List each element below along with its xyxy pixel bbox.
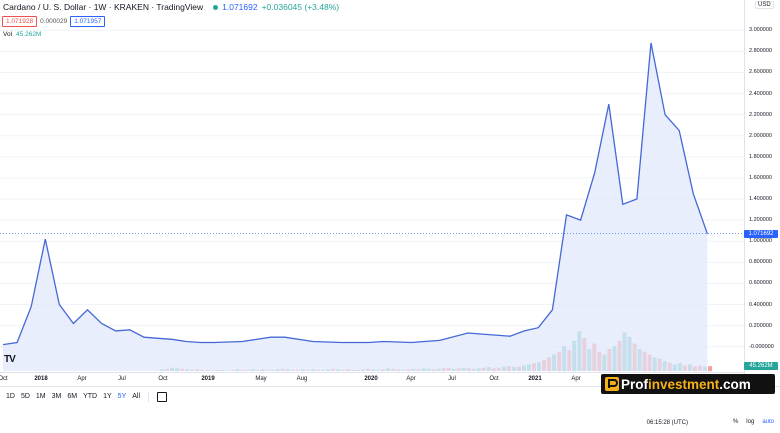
time-tick-label: Apr (77, 376, 87, 382)
clock[interactable]: 06:15:28 (UTC) (646, 420, 688, 426)
auto-toggle[interactable]: auto (762, 419, 774, 425)
price-tick-label: 1.000000 (749, 238, 772, 245)
price-tick-label: -0.000000 (749, 343, 774, 350)
time-tick-label: Oct (0, 376, 8, 382)
sell-button[interactable]: 1.071928 (2, 16, 38, 27)
price-tick-label: 3.000000 (749, 27, 772, 34)
price-change: +0.036045 (+3.48%) (261, 2, 340, 12)
price-tick-label: 2.400000 (749, 90, 772, 97)
watermark-logo-icon (605, 377, 619, 391)
time-tick-label: Apr (571, 376, 581, 382)
price-area-fill (3, 42, 708, 372)
price-tick-label: 1.600000 (749, 174, 772, 181)
last-price: 1.071692 (222, 2, 258, 12)
range-button-3m[interactable]: 3M (51, 393, 62, 400)
time-tick-label: 2021 (528, 376, 542, 382)
tradingview-logo-icon[interactable]: TV (4, 354, 16, 365)
log-toggle[interactable]: log (746, 419, 755, 425)
time-tick-label: Oct (158, 376, 168, 382)
price-tick-label: 1.200000 (749, 217, 772, 224)
price-tick-label: 0.400000 (749, 301, 772, 308)
time-tick-label: May (255, 376, 267, 382)
price-tick-label: 2.800000 (749, 48, 772, 55)
buy-button[interactable]: 1.071957 (70, 16, 106, 27)
range-button-6m[interactable]: 6M (67, 393, 78, 400)
price-tick-label: 1.400000 (749, 196, 772, 203)
price-tick-label: 2.600000 (749, 69, 772, 76)
current-price-badge: 1.071692 (744, 229, 778, 238)
volume-value: 45.262M (16, 31, 42, 38)
bottom-toolbar: 1D 5D 1M 3M 6M YTD 1Y 5Y All 06:15:28 (UTC) % lo… (0, 386, 780, 433)
price-chart[interactable] (0, 0, 744, 372)
time-tick-label: Jul (448, 376, 456, 382)
toolbar-separator (148, 392, 150, 402)
time-tick-label: Apr (406, 376, 416, 382)
range-button-1y[interactable]: 1Y (103, 393, 112, 400)
range-button-5d[interactable]: 5D (20, 393, 30, 400)
spread-value: 0.000029 (40, 18, 68, 25)
price-tick-label: 0.200000 (749, 322, 772, 329)
range-button-ytd[interactable]: YTD (83, 393, 98, 400)
calendar-icon[interactable] (157, 392, 168, 402)
price-tick-label: 1.800000 (749, 153, 772, 160)
quote-row: 1.071928 0.000029 1.071957 (2, 16, 106, 27)
scale-options: % log auto (733, 419, 774, 425)
currency-selector[interactable]: USD (755, 1, 774, 9)
chart-header: Cardano / U. S. Dollar · 1W · KRAKEN · T… (3, 1, 339, 13)
percent-toggle[interactable]: % (732, 419, 739, 425)
range-button-all[interactable]: All (132, 393, 141, 400)
price-tick-label: 2.200000 (749, 111, 772, 118)
price-line[interactable] (2, 42, 709, 346)
time-tick-label: Aug (296, 376, 308, 382)
time-tick-label: 2020 (364, 376, 378, 382)
range-button-5y[interactable]: 5Y (117, 393, 127, 400)
watermark-text: Profinvestment.com (621, 376, 751, 392)
time-tick-label: 2018 (34, 376, 48, 382)
range-buttons: 1D 5D 1M 3M 6M YTD 1Y 5Y All (6, 392, 168, 402)
range-button-1d[interactable]: 1D (6, 393, 15, 400)
time-tick-label: Jul (118, 376, 126, 382)
volume-bar (708, 366, 712, 372)
symbol-title[interactable]: Cardano / U. S. Dollar · 1W · KRAKEN · T… (3, 2, 204, 12)
volume-badge: 45.262M (744, 362, 778, 370)
market-status-icon (213, 4, 219, 10)
volume-legend: Vol 45.262M (3, 31, 41, 38)
volume-label: Vol (3, 31, 13, 38)
price-axis[interactable]: 3.000000 2.800000 2.600000 2.400000 2.200000… (744, 0, 780, 376)
time-tick-label: Oct (489, 376, 499, 382)
watermark: Profinvestment.com (601, 374, 775, 394)
price-tick-label: 0.600000 (749, 280, 772, 287)
price-tick-label: 0.800000 (749, 259, 772, 266)
time-tick-label: 2019 (201, 376, 215, 382)
range-button-1m[interactable]: 1M (35, 393, 46, 400)
price-tick-label: 2.000000 (749, 132, 772, 139)
